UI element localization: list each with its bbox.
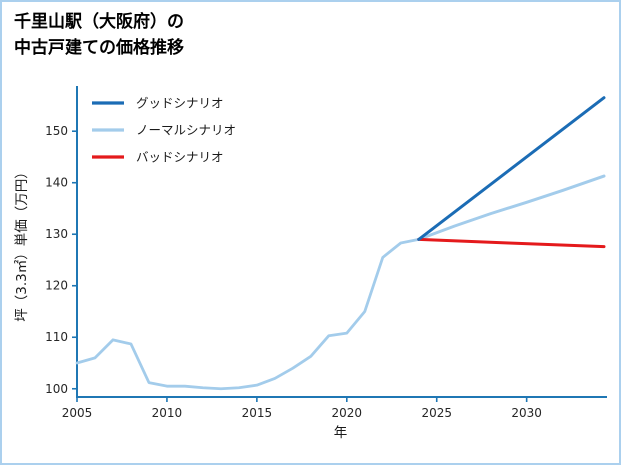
y-axis-label: 坪（3.3㎡）単価（万円） — [14, 165, 30, 321]
x-tick-label: 2025 — [421, 406, 452, 420]
x-axis-label: 年 — [334, 425, 348, 441]
y-tick-label: 100 — [45, 382, 68, 396]
y-tick-label: 110 — [45, 330, 68, 344]
y-tick-label: 150 — [45, 124, 68, 138]
x-tick-label: 2005 — [62, 406, 93, 420]
y-tick-label: 140 — [45, 176, 68, 190]
legend-label: グッドシナリオ — [136, 96, 224, 111]
series-line-bad-scenario — [417, 237, 606, 249]
x-tick-label: 2015 — [242, 406, 273, 420]
y-tick-label: 120 — [45, 279, 68, 293]
chart-title-line1: 千里山駅（大阪府）の — [14, 12, 184, 32]
series-line-normal-scenario — [417, 174, 606, 241]
x-tick-label: 2030 — [511, 406, 542, 420]
legend-label: バッドシナリオ — [136, 150, 224, 165]
chart-title: 千里山駅（大阪府）の 中古戸建ての価格推移 — [14, 10, 184, 61]
x-tick-label: 2010 — [152, 406, 183, 420]
y-tick-label: 130 — [45, 227, 68, 241]
legend-label: ノーマルシナリオ — [136, 123, 236, 138]
chart-title-line2: 中古戸建ての価格推移 — [14, 37, 184, 58]
x-tick-label: 2020 — [332, 406, 363, 420]
series-line-history — [75, 237, 421, 391]
series-line-good-scenario — [417, 96, 606, 241]
